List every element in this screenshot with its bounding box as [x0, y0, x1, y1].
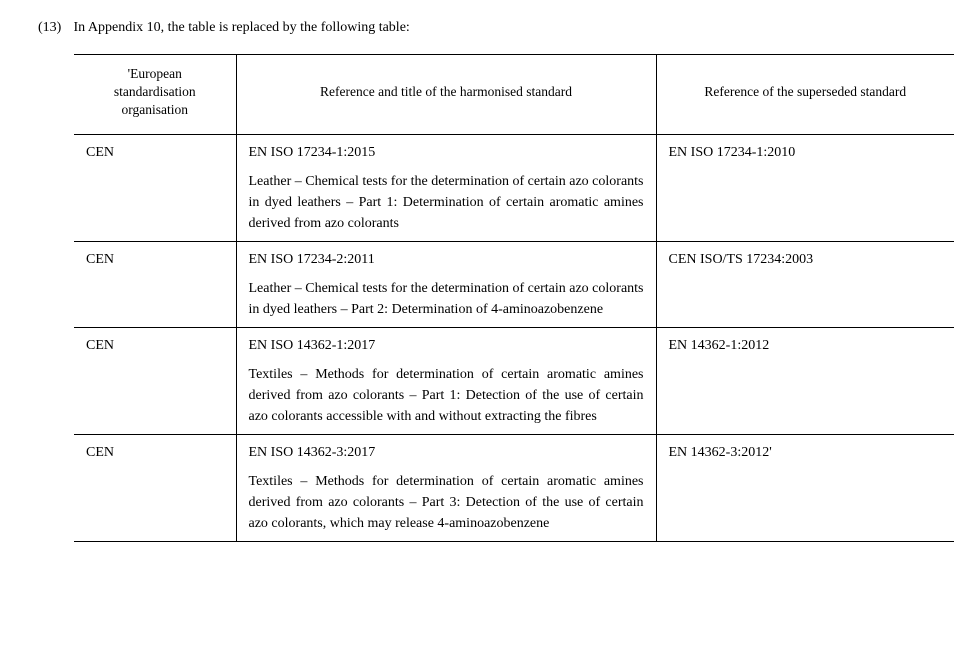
reference-code: EN ISO 17234-1:2015 [249, 142, 644, 163]
cell-reference: EN ISO 17234-2:2011 Leather – Chemical te… [236, 241, 656, 327]
intro-paragraph: (13) In Appendix 10, the table is replac… [30, 20, 935, 36]
cell-superseded: CEN ISO/TS 17234:2003 [656, 241, 954, 327]
table-header-row: 'European standardisation organisation R… [74, 55, 954, 135]
table-row: CEN EN ISO 14362-3:2017 Textiles – Methods… [74, 434, 954, 541]
cell-organisation: CEN [74, 327, 236, 434]
cell-organisation: CEN [74, 434, 236, 541]
col-header-reference: Reference and title of the harmonised st… [236, 55, 656, 135]
reference-code: EN ISO 17234-2:2011 [249, 249, 644, 270]
cell-superseded: EN ISO 17234-1:2010 [656, 134, 954, 241]
reference-title: Textiles – Methods for determination of … [249, 471, 644, 534]
intro-text: In Appendix 10, the table is replaced by… [74, 20, 410, 35]
col-header-organisation: 'European standardisation organisation [74, 55, 236, 135]
cell-reference: EN ISO 14362-3:2017 Textiles – Methods fo… [236, 434, 656, 541]
cell-reference: EN ISO 17234-1:2015 Leather – Chemical te… [236, 134, 656, 241]
intro-number: (13) [38, 20, 70, 36]
table-row: CEN EN ISO 17234-2:2011 Leather – Chemical… [74, 241, 954, 327]
cell-superseded: EN 14362-3:2012' [656, 434, 954, 541]
cell-organisation: CEN [74, 134, 236, 241]
reference-title: Leather – Chemical tests for the determi… [249, 278, 644, 320]
reference-code: EN ISO 14362-3:2017 [249, 442, 644, 463]
col-header-superseded: Reference of the superseded standard [656, 55, 954, 135]
table-row: CEN EN ISO 17234-1:2015 Leather – Chemical… [74, 134, 954, 241]
cell-organisation: CEN [74, 241, 236, 327]
cell-reference: EN ISO 14362-1:2017 Textiles – Methods fo… [236, 327, 656, 434]
reference-title: Leather – Chemical tests for the determi… [249, 171, 644, 234]
reference-code: EN ISO 14362-1:2017 [249, 335, 644, 356]
reference-title: Textiles – Methods for determination of … [249, 364, 644, 427]
standards-table: 'European standardisation organisation R… [74, 54, 954, 542]
table-row: CEN EN ISO 14362-1:2017 Textiles – Methods… [74, 327, 954, 434]
cell-superseded: EN 14362-1:2012 [656, 327, 954, 434]
